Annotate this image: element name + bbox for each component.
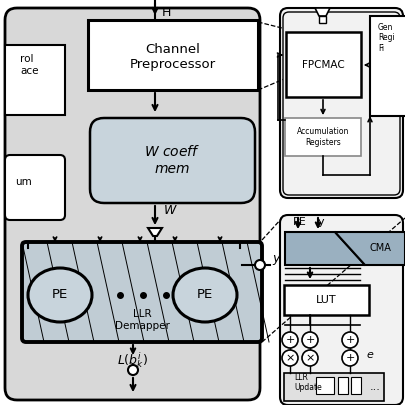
FancyBboxPatch shape — [5, 155, 65, 220]
FancyBboxPatch shape — [22, 242, 262, 342]
Text: um: um — [15, 177, 32, 187]
Ellipse shape — [28, 268, 92, 322]
Circle shape — [282, 350, 298, 366]
Bar — [5, 45, 65, 115]
Text: H: H — [162, 6, 171, 19]
FancyBboxPatch shape — [90, 118, 255, 203]
Text: PE: PE — [197, 288, 213, 301]
Bar — [284, 285, 369, 315]
FancyBboxPatch shape — [280, 215, 403, 405]
Text: Gen
Regi
Fi: Gen Regi Fi — [378, 23, 395, 53]
Polygon shape — [335, 232, 405, 265]
Polygon shape — [285, 232, 365, 265]
Polygon shape — [148, 228, 162, 236]
Text: $e$: $e$ — [366, 350, 374, 360]
Text: $L(b_k^i)$: $L(b_k^i)$ — [117, 350, 149, 370]
Polygon shape — [315, 8, 330, 16]
Bar — [338, 377, 348, 394]
Ellipse shape — [173, 268, 237, 322]
Bar — [285, 118, 361, 156]
Text: $W$ coeff
mem: $W$ coeff mem — [144, 145, 200, 176]
Text: LUT: LUT — [315, 295, 336, 305]
Text: $y$: $y$ — [272, 253, 282, 267]
Text: ×: × — [305, 353, 315, 363]
Text: ×: × — [285, 353, 295, 363]
Circle shape — [342, 350, 358, 366]
Text: +: + — [285, 335, 295, 345]
Circle shape — [282, 332, 298, 348]
Bar — [351, 377, 361, 394]
Text: Accumulation
Registers: Accumulation Registers — [297, 127, 349, 147]
Bar — [284, 373, 384, 401]
Circle shape — [255, 260, 265, 270]
Bar — [316, 377, 334, 394]
Text: rol
ace: rol ace — [20, 54, 38, 76]
Text: Channel
Preprocessor: Channel Preprocessor — [130, 43, 216, 71]
Text: FPCMAC: FPCMAC — [302, 60, 344, 70]
Text: PE: PE — [52, 288, 68, 301]
Circle shape — [302, 332, 318, 348]
Text: LLR: LLR — [294, 373, 308, 382]
Text: +: + — [305, 335, 315, 345]
Bar — [88, 20, 258, 90]
Text: Update: Update — [294, 384, 322, 392]
Text: PE: PE — [293, 217, 307, 227]
Text: +: + — [345, 353, 355, 363]
Bar — [370, 16, 405, 116]
FancyBboxPatch shape — [283, 12, 400, 195]
Circle shape — [342, 332, 358, 348]
Text: $W$: $W$ — [163, 203, 178, 217]
Text: LLR
Demapper: LLR Demapper — [115, 309, 169, 331]
Text: ...: ... — [370, 382, 381, 392]
Bar — [286, 32, 361, 97]
Text: CMA: CMA — [370, 243, 392, 253]
Circle shape — [128, 365, 138, 375]
Circle shape — [302, 350, 318, 366]
Bar — [319, 16, 326, 23]
FancyBboxPatch shape — [5, 8, 260, 400]
FancyBboxPatch shape — [280, 8, 403, 198]
Text: +: + — [345, 335, 355, 345]
Text: y: y — [318, 217, 325, 227]
